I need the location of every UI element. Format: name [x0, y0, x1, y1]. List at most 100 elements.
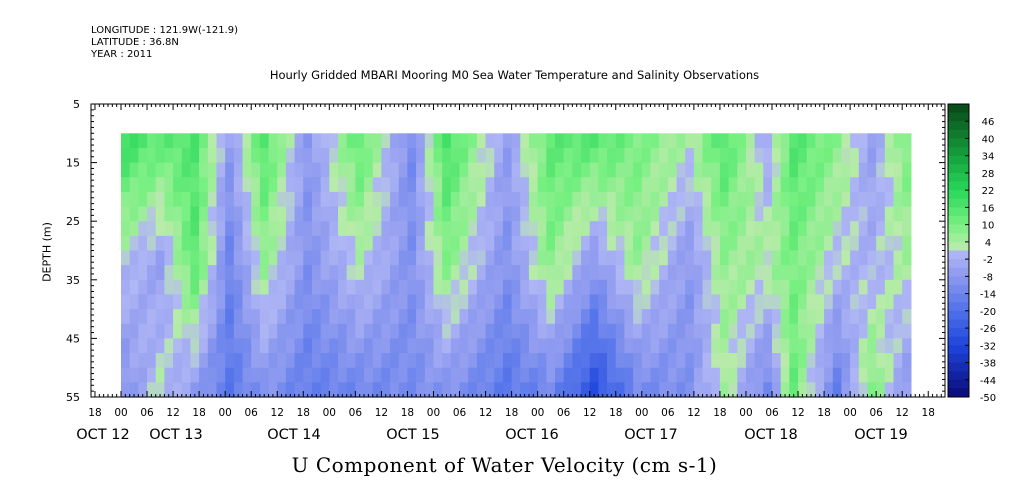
heatmap-cell [494, 323, 504, 339]
heatmap-cell [737, 133, 747, 149]
heatmap-cell [155, 279, 165, 296]
heatmap-cell [259, 323, 270, 339]
heatmap-cell [407, 206, 417, 222]
colorbar-swatch [948, 379, 969, 389]
heatmap-cell [398, 191, 409, 208]
colorbar-label: -8 [983, 272, 993, 283]
heatmap-cell [902, 367, 912, 383]
heatmap-cell [233, 191, 244, 208]
heatmap-cell [277, 309, 287, 325]
heatmap-cell [329, 162, 339, 178]
heatmap-cell [867, 382, 877, 398]
heatmap-cell [468, 177, 478, 193]
heatmap-cell [121, 235, 131, 252]
heatmap-cell [806, 162, 816, 178]
heatmap-cell [502, 338, 513, 354]
heatmap-cell [832, 353, 843, 369]
heatmap-cell [138, 221, 148, 237]
heatmap-cell [598, 338, 608, 354]
heatmap-cell [832, 323, 843, 339]
heatmap-cell [268, 294, 278, 310]
heatmap-cell [667, 353, 678, 369]
heatmap-cell [233, 353, 244, 369]
heatmap-cell [442, 309, 452, 325]
heatmap-cell [398, 177, 409, 193]
heatmap-cell [320, 250, 330, 266]
heatmap-cell [858, 162, 869, 178]
heatmap-cell [251, 206, 261, 222]
heatmap-cell [390, 133, 400, 149]
heatmap-cell [745, 250, 756, 266]
heatmap-cell [450, 294, 461, 310]
heatmap-cell [468, 191, 478, 208]
colorbar-swatch [948, 267, 969, 277]
heatmap-cell [745, 235, 756, 252]
heatmap-cell [685, 323, 695, 339]
heatmap-cell [398, 309, 409, 325]
heatmap-cell [754, 353, 764, 369]
heatmap-cell [355, 235, 365, 252]
heatmap-cell [407, 309, 417, 325]
heatmap-cell [719, 309, 730, 325]
heatmap-cell [615, 147, 626, 164]
heatmap-cell [693, 279, 704, 296]
heatmap-cell [789, 235, 799, 252]
heatmap-cell [806, 279, 816, 296]
heatmap-cell [806, 323, 816, 339]
heatmap-cell [450, 309, 461, 325]
heatmap-cell [546, 309, 556, 325]
heatmap-cell [520, 367, 530, 383]
heatmap-cell [815, 382, 825, 398]
heatmap-cell [277, 206, 287, 222]
heatmap-cell [867, 177, 877, 193]
heatmap-cell [207, 323, 218, 339]
heatmap-cell [563, 221, 573, 237]
heatmap-cell [772, 177, 782, 193]
heatmap-cell [589, 323, 599, 339]
heatmap-cell [329, 250, 339, 266]
heatmap-cell [502, 177, 513, 193]
heatmap-cell [433, 147, 443, 164]
colorbar-swatch [948, 104, 969, 114]
heatmap-cell [641, 367, 652, 383]
heatmap-cell [416, 382, 426, 398]
heatmap-cell [381, 133, 391, 149]
heatmap-cell [416, 147, 426, 164]
heatmap-cell [502, 221, 513, 237]
heatmap-cell [745, 294, 756, 310]
heatmap-cell [685, 206, 695, 222]
heatmap-cell [841, 221, 851, 237]
heatmap-cell [711, 250, 721, 266]
heatmap-cell [164, 265, 174, 281]
heatmap-cell [798, 367, 808, 383]
heatmap-cell [407, 147, 417, 164]
heatmap-cell [581, 162, 591, 178]
heatmap-cell [468, 265, 478, 281]
heatmap-cell [346, 353, 356, 369]
heatmap-cell [876, 162, 886, 178]
heatmap-cell [676, 309, 686, 325]
heatmap-cell [173, 235, 183, 252]
colorbar-swatch [948, 302, 969, 312]
heatmap-cell [424, 147, 435, 164]
heatmap-cell [546, 294, 556, 310]
heatmap-cell [268, 206, 278, 222]
heatmap-cell [364, 382, 374, 398]
heatmap-cell [598, 206, 608, 222]
heatmap-cell [121, 250, 131, 266]
heatmap-cell [450, 382, 461, 398]
heatmap-cell [555, 250, 565, 266]
heatmap-cell [850, 191, 860, 208]
heatmap-cell [728, 309, 738, 325]
heatmap-cell [485, 382, 495, 398]
heatmap-cell [581, 177, 591, 193]
heatmap-cell [485, 353, 495, 369]
heatmap-cell [121, 177, 131, 193]
heatmap-cell [303, 279, 313, 296]
heatmap-cell [320, 265, 330, 281]
heatmap-cell [268, 235, 278, 252]
colorbar-swatch [948, 147, 969, 157]
heatmap-cell [528, 353, 539, 369]
heatmap-cell [468, 235, 478, 252]
heatmap-cell [676, 338, 686, 354]
